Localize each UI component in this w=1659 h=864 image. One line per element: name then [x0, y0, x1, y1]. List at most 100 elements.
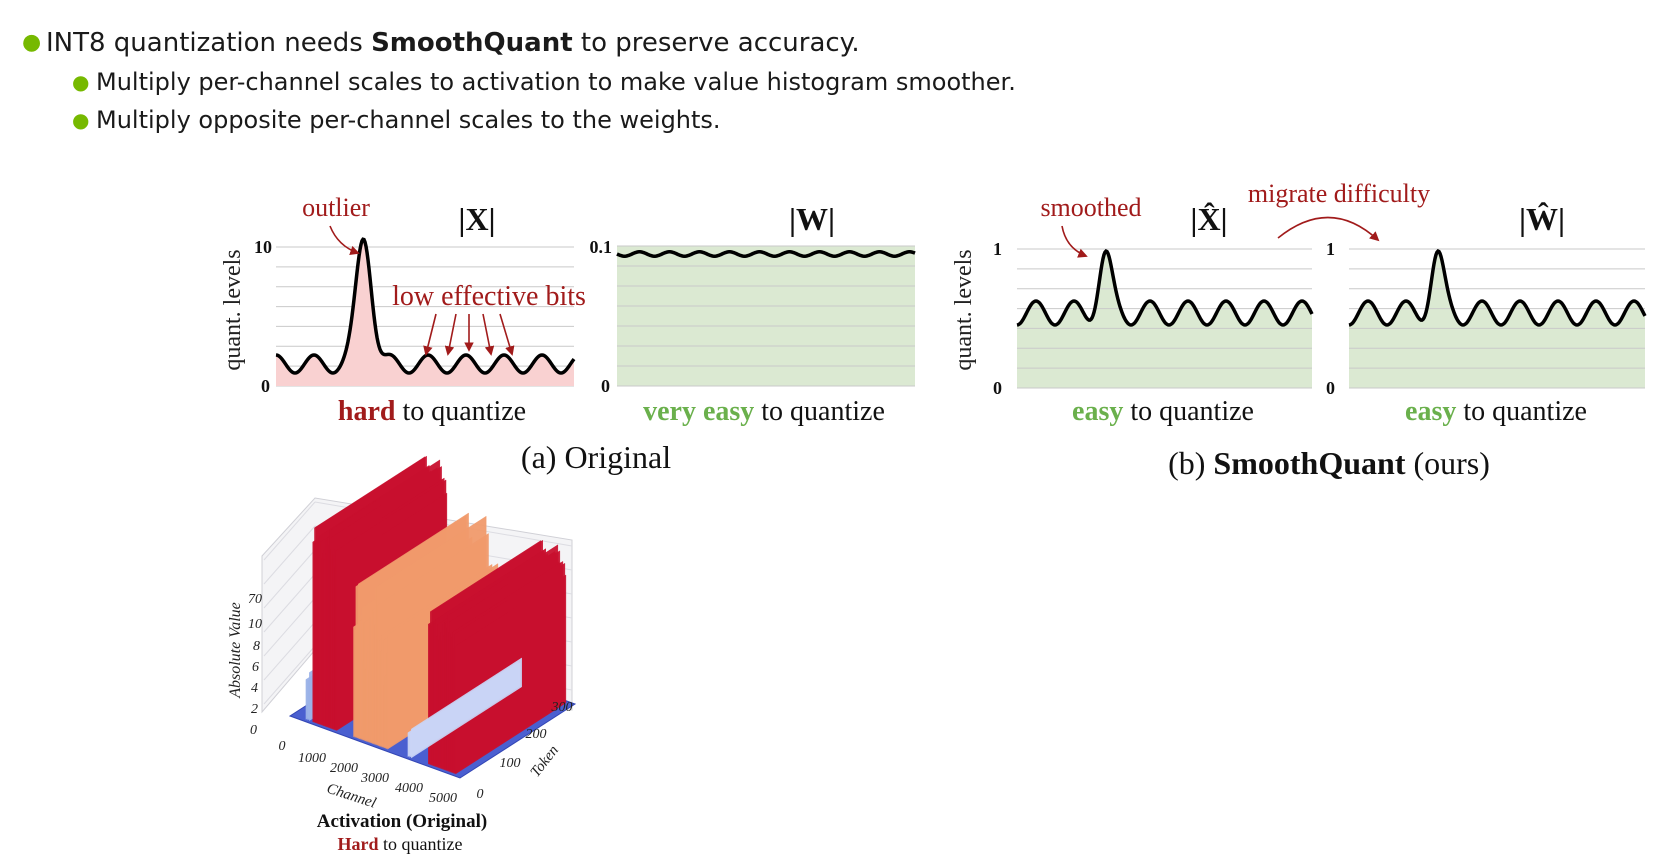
caption-strong: very easy — [643, 396, 754, 427]
original-w-panel: 0.1 0 |W| very easy to quantize — [590, 201, 916, 427]
caption-rest: to quantize — [1123, 396, 1254, 427]
bullet-sub-2: ● Multiply opposite per-channel scales t… — [72, 104, 1016, 136]
panel-caption: easy to quantize — [1072, 396, 1254, 427]
panel-title: |W| — [789, 201, 835, 237]
caption-strong: easy — [1405, 396, 1456, 427]
y-axis-label: quant. levels — [220, 249, 246, 370]
token-tick: 0 — [477, 787, 484, 802]
token-tick: 300 — [551, 700, 573, 715]
bullet-sub-1-text: Multiply per-channel scales to activatio… — [96, 68, 1016, 96]
z-tick: 6 — [252, 660, 259, 675]
channel-tick: 4000 — [395, 781, 423, 796]
bullet-main-prefix: INT8 quantization needs — [46, 28, 372, 58]
activation-3d-plot: Absolute Value 70 10 8 6 4 2 0 0 1000 20… — [227, 455, 577, 854]
histogram-curve — [275, 237, 576, 375]
y-min-tick: 0 — [261, 376, 270, 396]
channel-tick: 0 — [279, 739, 286, 754]
wall-gridline — [263, 549, 316, 609]
low-bits-label: low effective bits — [392, 281, 586, 312]
panel-caption: easy to quantize — [1405, 396, 1587, 427]
token-axis-label: Token — [528, 743, 562, 781]
bullet-list: ● INT8 quantization needs SmoothQuant to… — [22, 26, 1016, 136]
token-tick: 100 — [500, 756, 521, 771]
gridlines — [1017, 248, 1312, 389]
histogram-fill — [1017, 251, 1312, 388]
y-min-tick: 0 — [993, 378, 1002, 398]
gridlines — [1349, 248, 1645, 389]
activation-spike — [411, 657, 522, 759]
y-max-tick: 1 — [993, 239, 1002, 259]
low-bits-arrows-icon — [423, 313, 515, 356]
y-min-tick: 0 — [601, 376, 610, 396]
y-axis-label: quant. levels — [951, 249, 977, 370]
outlier-arrow-icon — [329, 225, 360, 255]
token-axis-ticks: 0 100 200 300 — [477, 700, 573, 802]
histogram-curve — [1016, 248, 1314, 327]
bullet-dot-icon: ● — [72, 70, 90, 94]
bullet-sub-2-text: Multiply opposite per-channel scales to … — [96, 106, 721, 134]
migrate-arrow-icon — [1277, 216, 1380, 242]
histogram-curve — [1348, 248, 1647, 327]
caption-suffix: (ours) — [1405, 445, 1489, 481]
activation-subcaption: Hard to quantize — [338, 834, 463, 854]
original-caption: (a) Original — [521, 439, 671, 475]
wall-gridline — [263, 621, 316, 681]
wall-gridline — [263, 525, 316, 585]
bullet-sub-1: ● Multiply per-channel scales to activat… — [72, 66, 1016, 98]
channel-axis-ticks: 0 1000 2000 3000 4000 5000 — [279, 739, 458, 806]
token-tick: 200 — [526, 727, 547, 742]
caption-strong: easy — [1072, 396, 1123, 427]
histogram-fill — [276, 239, 574, 386]
migrate-difficulty-label: migrate difficulty — [1248, 179, 1430, 208]
wall-gridline — [263, 597, 316, 657]
channel-tick: 3000 — [360, 771, 389, 786]
subcaption-strong: Hard — [338, 834, 379, 854]
caption-prefix: (b) — [1168, 445, 1213, 481]
bullet-dot-icon: ● — [72, 108, 90, 132]
channel-tick: 1000 — [298, 751, 326, 766]
smoothquant-x-panel: quant. levels 1 0 |X̂| smoothed easy to … — [951, 193, 1314, 427]
panel-caption: hard to quantize — [338, 396, 526, 427]
smoothquant-w-panel: 1 0 |Ŵ| easy to quantize — [1326, 201, 1647, 427]
bullet-main-emphasis: SmoothQuant — [371, 28, 573, 58]
y-max-tick: 1 — [1326, 239, 1335, 259]
wall-gridline — [263, 573, 316, 633]
histogram-curve — [616, 250, 916, 258]
z-axis-ticks: 70 10 8 6 4 2 0 — [248, 592, 262, 738]
y-max-tick: 10 — [254, 237, 272, 257]
z-axis-label: Absolute Value — [227, 602, 244, 699]
caption-rest: to quantize — [754, 396, 885, 427]
z-tick: 0 — [250, 723, 257, 738]
wall-gridline — [263, 645, 316, 705]
histogram-fill — [1349, 251, 1645, 388]
channel-tick: 2000 — [330, 761, 358, 776]
wall-gridline — [263, 501, 316, 561]
activation-caption: Activation (Original) — [317, 811, 487, 832]
caption-rest: to quantize — [395, 396, 526, 427]
panel-title: |Ŵ| — [1519, 201, 1565, 237]
histogram-fill — [617, 246, 915, 386]
caption-strong: hard — [338, 396, 396, 427]
smoothed-label: smoothed — [1040, 193, 1141, 222]
panel-title: |X| — [458, 201, 495, 237]
z-tick: 2 — [251, 702, 258, 717]
bullet-main: ● INT8 quantization needs SmoothQuant to… — [22, 26, 1016, 60]
bullet-dot-icon: ● — [22, 30, 42, 55]
gridlines — [617, 245, 915, 387]
z-tick: 10 — [248, 617, 262, 632]
panel-caption: very easy to quantize — [643, 396, 885, 427]
bullet-main-suffix: to preserve accuracy. — [572, 28, 860, 58]
caption-rest: to quantize — [1456, 396, 1587, 427]
z-tick: 8 — [253, 639, 260, 654]
z-tick: 70 — [248, 592, 262, 607]
y-min-tick: 0 — [1326, 378, 1335, 398]
subcaption-rest: to quantize — [379, 834, 463, 854]
y-max-tick: 0.1 — [590, 237, 613, 257]
activation-spikes — [305, 455, 567, 775]
smoothquant-caption: (b) SmoothQuant (ours) — [1168, 445, 1490, 481]
original-x-panel: quant. levels 10 0 |X| outlier low effec… — [220, 193, 586, 427]
panel-title: |X̂| — [1190, 201, 1227, 237]
smoothed-arrow-icon — [1061, 225, 1088, 258]
channel-tick: 5000 — [429, 791, 457, 806]
